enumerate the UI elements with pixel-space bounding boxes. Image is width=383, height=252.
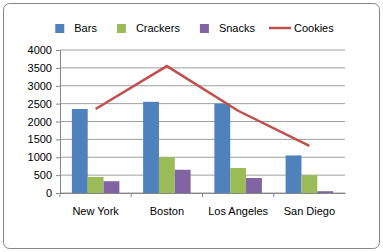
bar <box>301 175 317 193</box>
legend-label: Cookies <box>294 22 334 34</box>
line <box>96 66 310 146</box>
bar <box>159 157 175 193</box>
x-tick: Boston <box>150 205 184 217</box>
legend-label: Bars <box>74 22 97 34</box>
bar <box>246 178 262 193</box>
y-tick-label: 3500 <box>28 62 52 74</box>
legend-entry: Snacks <box>200 22 256 34</box>
bar <box>72 109 88 193</box>
bar-series <box>104 170 334 193</box>
x-tick-label: San Diego <box>284 205 335 217</box>
y-tick-mark <box>56 139 60 140</box>
grid-line <box>60 121 345 122</box>
chart-frame <box>4 4 380 249</box>
x-tick-label: Los Angeles <box>208 205 268 217</box>
y-tick-label: 2000 <box>28 116 52 128</box>
bar <box>286 155 302 193</box>
y-tick-label: 4000 <box>28 44 52 56</box>
x-tick-mark <box>202 193 203 197</box>
grid-line <box>60 50 345 51</box>
x-tick: Los Angeles <box>208 205 268 217</box>
y-tick-mark <box>56 86 60 87</box>
y-tick-mark <box>56 68 60 69</box>
bar-series <box>88 157 318 193</box>
x-tick: New York <box>72 205 119 217</box>
bar <box>230 168 246 193</box>
x-tick-label: Boston <box>150 205 184 217</box>
y-axis: 0 500 1000 1500 2000 2500 3000 3500 4000 <box>28 44 61 199</box>
y-tick: 3500 <box>28 62 60 74</box>
bar-series <box>72 102 302 193</box>
x-tick: San Diego <box>284 205 335 217</box>
y-tick: 2500 <box>28 98 60 110</box>
grid-line <box>60 85 345 86</box>
grid <box>60 50 345 193</box>
y-tick: 1000 <box>28 151 60 163</box>
grid-line <box>60 139 345 140</box>
legend-entry: Crackers <box>117 22 181 34</box>
y-tick-mark <box>56 193 60 194</box>
y-tick: 4000 <box>28 44 60 56</box>
legend-entry: Bars <box>55 22 97 34</box>
bar <box>317 191 333 193</box>
x-axis: New York Boston Los Angeles San Diego <box>60 193 346 217</box>
legend-swatch <box>269 27 291 30</box>
bar <box>175 170 191 193</box>
legend-label: Snacks <box>219 22 256 34</box>
y-tick: 2000 <box>28 116 60 128</box>
x-tick-label: New York <box>72 205 119 217</box>
y-tick-label: 500 <box>34 169 52 181</box>
y-tick-mark <box>56 104 60 105</box>
plot-area <box>72 66 333 193</box>
y-tick: 1500 <box>28 133 60 145</box>
y-tick-mark <box>56 122 60 123</box>
bar <box>214 104 230 193</box>
y-tick-label: 1000 <box>28 151 52 163</box>
legend-entry: Cookies <box>269 22 334 34</box>
y-tick: 500 <box>34 169 60 181</box>
grid-line <box>60 67 345 68</box>
legend-swatch <box>200 24 209 33</box>
y-tick-label: 2500 <box>28 98 52 110</box>
y-tick-label: 1500 <box>28 133 52 145</box>
y-tick-mark <box>56 50 60 51</box>
legend-swatch <box>55 24 64 33</box>
y-tick: 3000 <box>28 80 60 92</box>
x-tick-mark <box>60 193 61 197</box>
legend: Bars Crackers Snacks Cookies <box>55 22 334 34</box>
legend-label: Crackers <box>136 22 181 34</box>
grid-line <box>60 157 345 158</box>
x-tick-mark <box>273 193 274 197</box>
y-tick-label: 3000 <box>28 80 52 92</box>
y-tick-label: 0 <box>46 187 52 199</box>
legend-swatch <box>117 24 126 33</box>
bar <box>88 177 104 193</box>
x-tick-mark <box>131 193 132 197</box>
y-axis-line <box>56 51 61 194</box>
bar <box>143 102 159 193</box>
y-tick-mark <box>56 175 60 176</box>
y-tick-mark <box>56 157 60 158</box>
y-tick: 0 <box>46 187 60 199</box>
bar <box>104 181 120 193</box>
